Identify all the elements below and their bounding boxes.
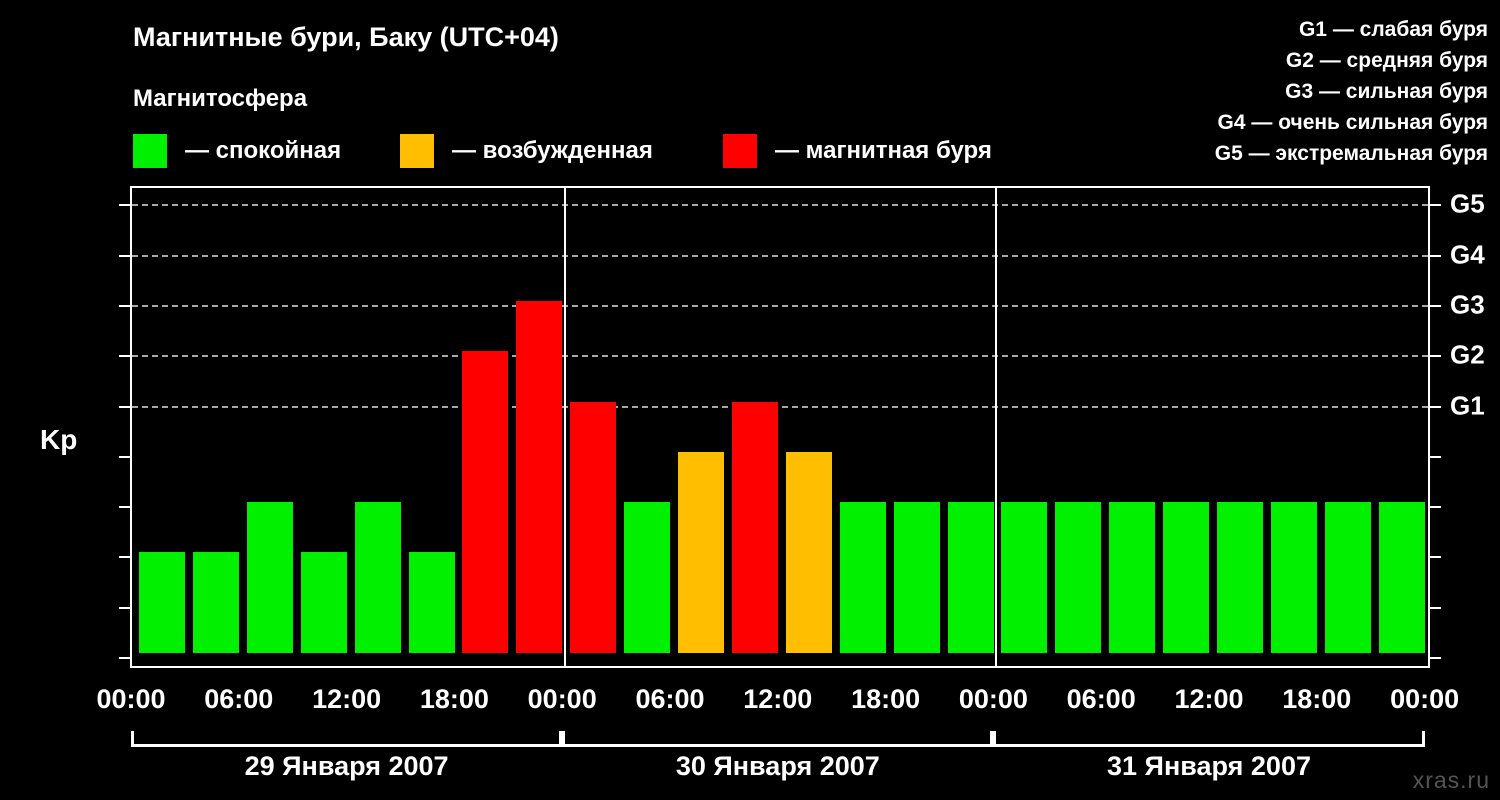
date-bracket: [562, 731, 994, 747]
g-legend-line: G3 — сильная буря: [1285, 80, 1488, 103]
bar[interactable]: [947, 502, 994, 653]
x-axis-label: 06:00: [204, 684, 274, 714]
x-axis-label: 00:00: [1390, 684, 1460, 714]
magnetosphere-legend-item: — возбужденная: [400, 132, 653, 170]
date-label: 31 Января 2007: [1107, 751, 1311, 781]
x-axis-label: 00:00: [527, 684, 597, 714]
legend-item-label: — возбужденная: [452, 137, 653, 164]
g-legend-line: G4 — очень сильная буря: [1217, 111, 1488, 134]
gridline-kp-7: [132, 304, 1428, 307]
y-tick-right: [1430, 657, 1441, 659]
legend-item-label: — спокойная: [185, 137, 342, 164]
legend-color-swatch: [723, 134, 757, 168]
g-axis-label-G2: G2: [1450, 339, 1485, 370]
chart-plot-inner: [132, 188, 1428, 666]
y-tick-left: [119, 455, 130, 458]
g-scale-legend: G1 — слабая буря G2 — средняя буря G3 — си…: [1068, 14, 1488, 169]
bar[interactable]: [678, 451, 724, 653]
gridline-kp-8: [132, 254, 1428, 257]
page-title: Магнитные бури, Баку (UTC+04): [133, 22, 559, 52]
y-tick-left: [119, 304, 130, 307]
legend-color-swatch: [133, 134, 167, 168]
bar[interactable]: [624, 502, 671, 653]
g-legend-line: G1 — слабая буря: [1298, 18, 1488, 41]
date-label: 30 Января 2007: [675, 751, 880, 781]
y-tick-right: [1430, 254, 1441, 257]
bar[interactable]: [1163, 502, 1210, 653]
y-tick-left: [119, 556, 130, 559]
day-separator-2: [995, 188, 998, 666]
x-axis-label: 00:00: [958, 684, 1028, 714]
bar[interactable]: [1001, 502, 1048, 653]
x-axis-label: 12:00: [1174, 684, 1244, 714]
magnetosphere-legend-item: — спокойная: [133, 132, 341, 170]
gridline-kp-9: [132, 204, 1428, 207]
bar[interactable]: [1109, 502, 1156, 653]
g-axis-label-G1: G1: [1450, 390, 1485, 420]
x-axis-label: 06:00: [635, 684, 705, 714]
y-tick-left: [119, 204, 130, 207]
y-tick-right: [1430, 355, 1441, 358]
y-tick-right: [1430, 304, 1441, 307]
bar[interactable]: [516, 300, 563, 653]
y-tick-right: [1430, 556, 1441, 559]
x-axis-label: 06:00: [1066, 684, 1136, 714]
x-axis-label: 18:00: [419, 684, 489, 714]
x-axis-label: 18:00: [1282, 684, 1352, 714]
bar[interactable]: [354, 502, 401, 653]
g-axis-label-G4: G4: [1450, 239, 1485, 270]
g-legend-line: G2 — средняя буря: [1285, 49, 1488, 72]
bar[interactable]: [462, 351, 509, 653]
magnetosphere-heading: Магнитосфера: [133, 85, 308, 112]
bar[interactable]: [246, 502, 293, 653]
g-axis-label-G5: G5: [1450, 188, 1485, 219]
watermark: xras.ru: [1412, 767, 1490, 793]
bar[interactable]: [139, 552, 185, 653]
bar[interactable]: [731, 401, 778, 653]
gridline-kp-6: [132, 355, 1428, 358]
magnetosphere-legend-item: — магнитная буря: [723, 132, 992, 170]
x-axis-label: 00:00: [96, 684, 166, 714]
y-axis-title: Kp: [40, 424, 78, 455]
bar[interactable]: [300, 552, 347, 653]
chart-plot-area: 0123456789G1G2G3G4G5: [119, 186, 1485, 668]
bar[interactable]: [785, 451, 832, 653]
bar[interactable]: [1217, 502, 1263, 653]
y-tick-right: [1430, 405, 1441, 408]
y-tick-right: [1430, 506, 1441, 509]
date-bracket: [131, 731, 563, 747]
legend-item-label: — магнитная буря: [775, 137, 992, 164]
bar[interactable]: [408, 552, 455, 653]
y-tick-left: [119, 405, 130, 408]
date-label: 29 Января 2007: [244, 751, 449, 781]
bar[interactable]: [839, 502, 886, 653]
y-tick-right: [1430, 606, 1441, 609]
x-axis-label: 12:00: [743, 684, 813, 714]
x-axis-label: 18:00: [851, 684, 921, 714]
y-tick-left: [119, 355, 130, 358]
y-tick-left: [119, 657, 130, 659]
gridline-kp-5: [132, 405, 1428, 408]
y-tick-right: [1430, 204, 1441, 207]
y-tick-left: [119, 606, 130, 609]
bar[interactable]: [893, 502, 940, 653]
bar[interactable]: [192, 552, 239, 653]
bar[interactable]: [1055, 502, 1102, 653]
y-tick-left: [119, 254, 130, 257]
bar[interactable]: [1270, 502, 1317, 653]
date-bracket: [993, 731, 1425, 747]
bar[interactable]: [1324, 502, 1371, 653]
g-axis-label-G3: G3: [1450, 289, 1485, 320]
legend-color-swatch: [400, 134, 434, 168]
x-axis-label: 12:00: [312, 684, 382, 714]
bar[interactable]: [1378, 502, 1425, 653]
g-legend-line: G5 — экстремальная буря: [1214, 142, 1488, 165]
y-tick-left: [119, 506, 130, 509]
day-separator-1: [564, 188, 567, 666]
bar[interactable]: [570, 401, 617, 653]
y-tick-right: [1430, 455, 1441, 458]
